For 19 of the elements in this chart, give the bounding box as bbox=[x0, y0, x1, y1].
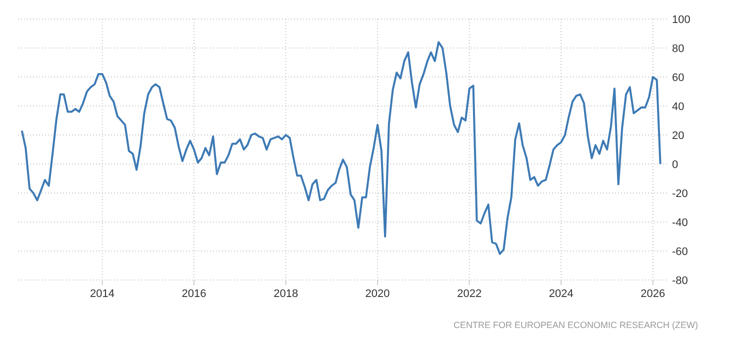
y-tick-label: 20 bbox=[672, 130, 684, 142]
line-series bbox=[20, 41, 662, 255]
y-tick-label: 80 bbox=[672, 42, 684, 55]
x-tick-label: 2014 bbox=[90, 288, 115, 300]
x-tick-label: 2018 bbox=[274, 288, 298, 300]
x-tick-label: 2020 bbox=[365, 288, 390, 300]
y-tick-label: -80 bbox=[672, 274, 688, 287]
x-tick-label: 2016 bbox=[182, 288, 206, 300]
text: CENTRE FOR EUROPEAN ECONOMIC RESEARCH (ZEW) bbox=[453, 320, 698, 330]
x-tick-label: 2026 bbox=[640, 288, 666, 300]
y-tick-label: 0 bbox=[672, 158, 678, 171]
y-tick-label: -20 bbox=[672, 188, 688, 200]
y-tick-label: 40 bbox=[672, 100, 684, 113]
y-tick-label: -60 bbox=[672, 246, 688, 258]
y-tick-label: 60 bbox=[672, 72, 684, 84]
y-tick-label: 100 bbox=[672, 14, 690, 26]
x-tick-label: 2022 bbox=[457, 288, 482, 300]
x-tick-label: 2024 bbox=[548, 288, 574, 300]
y-tick-label: -40 bbox=[672, 216, 688, 229]
